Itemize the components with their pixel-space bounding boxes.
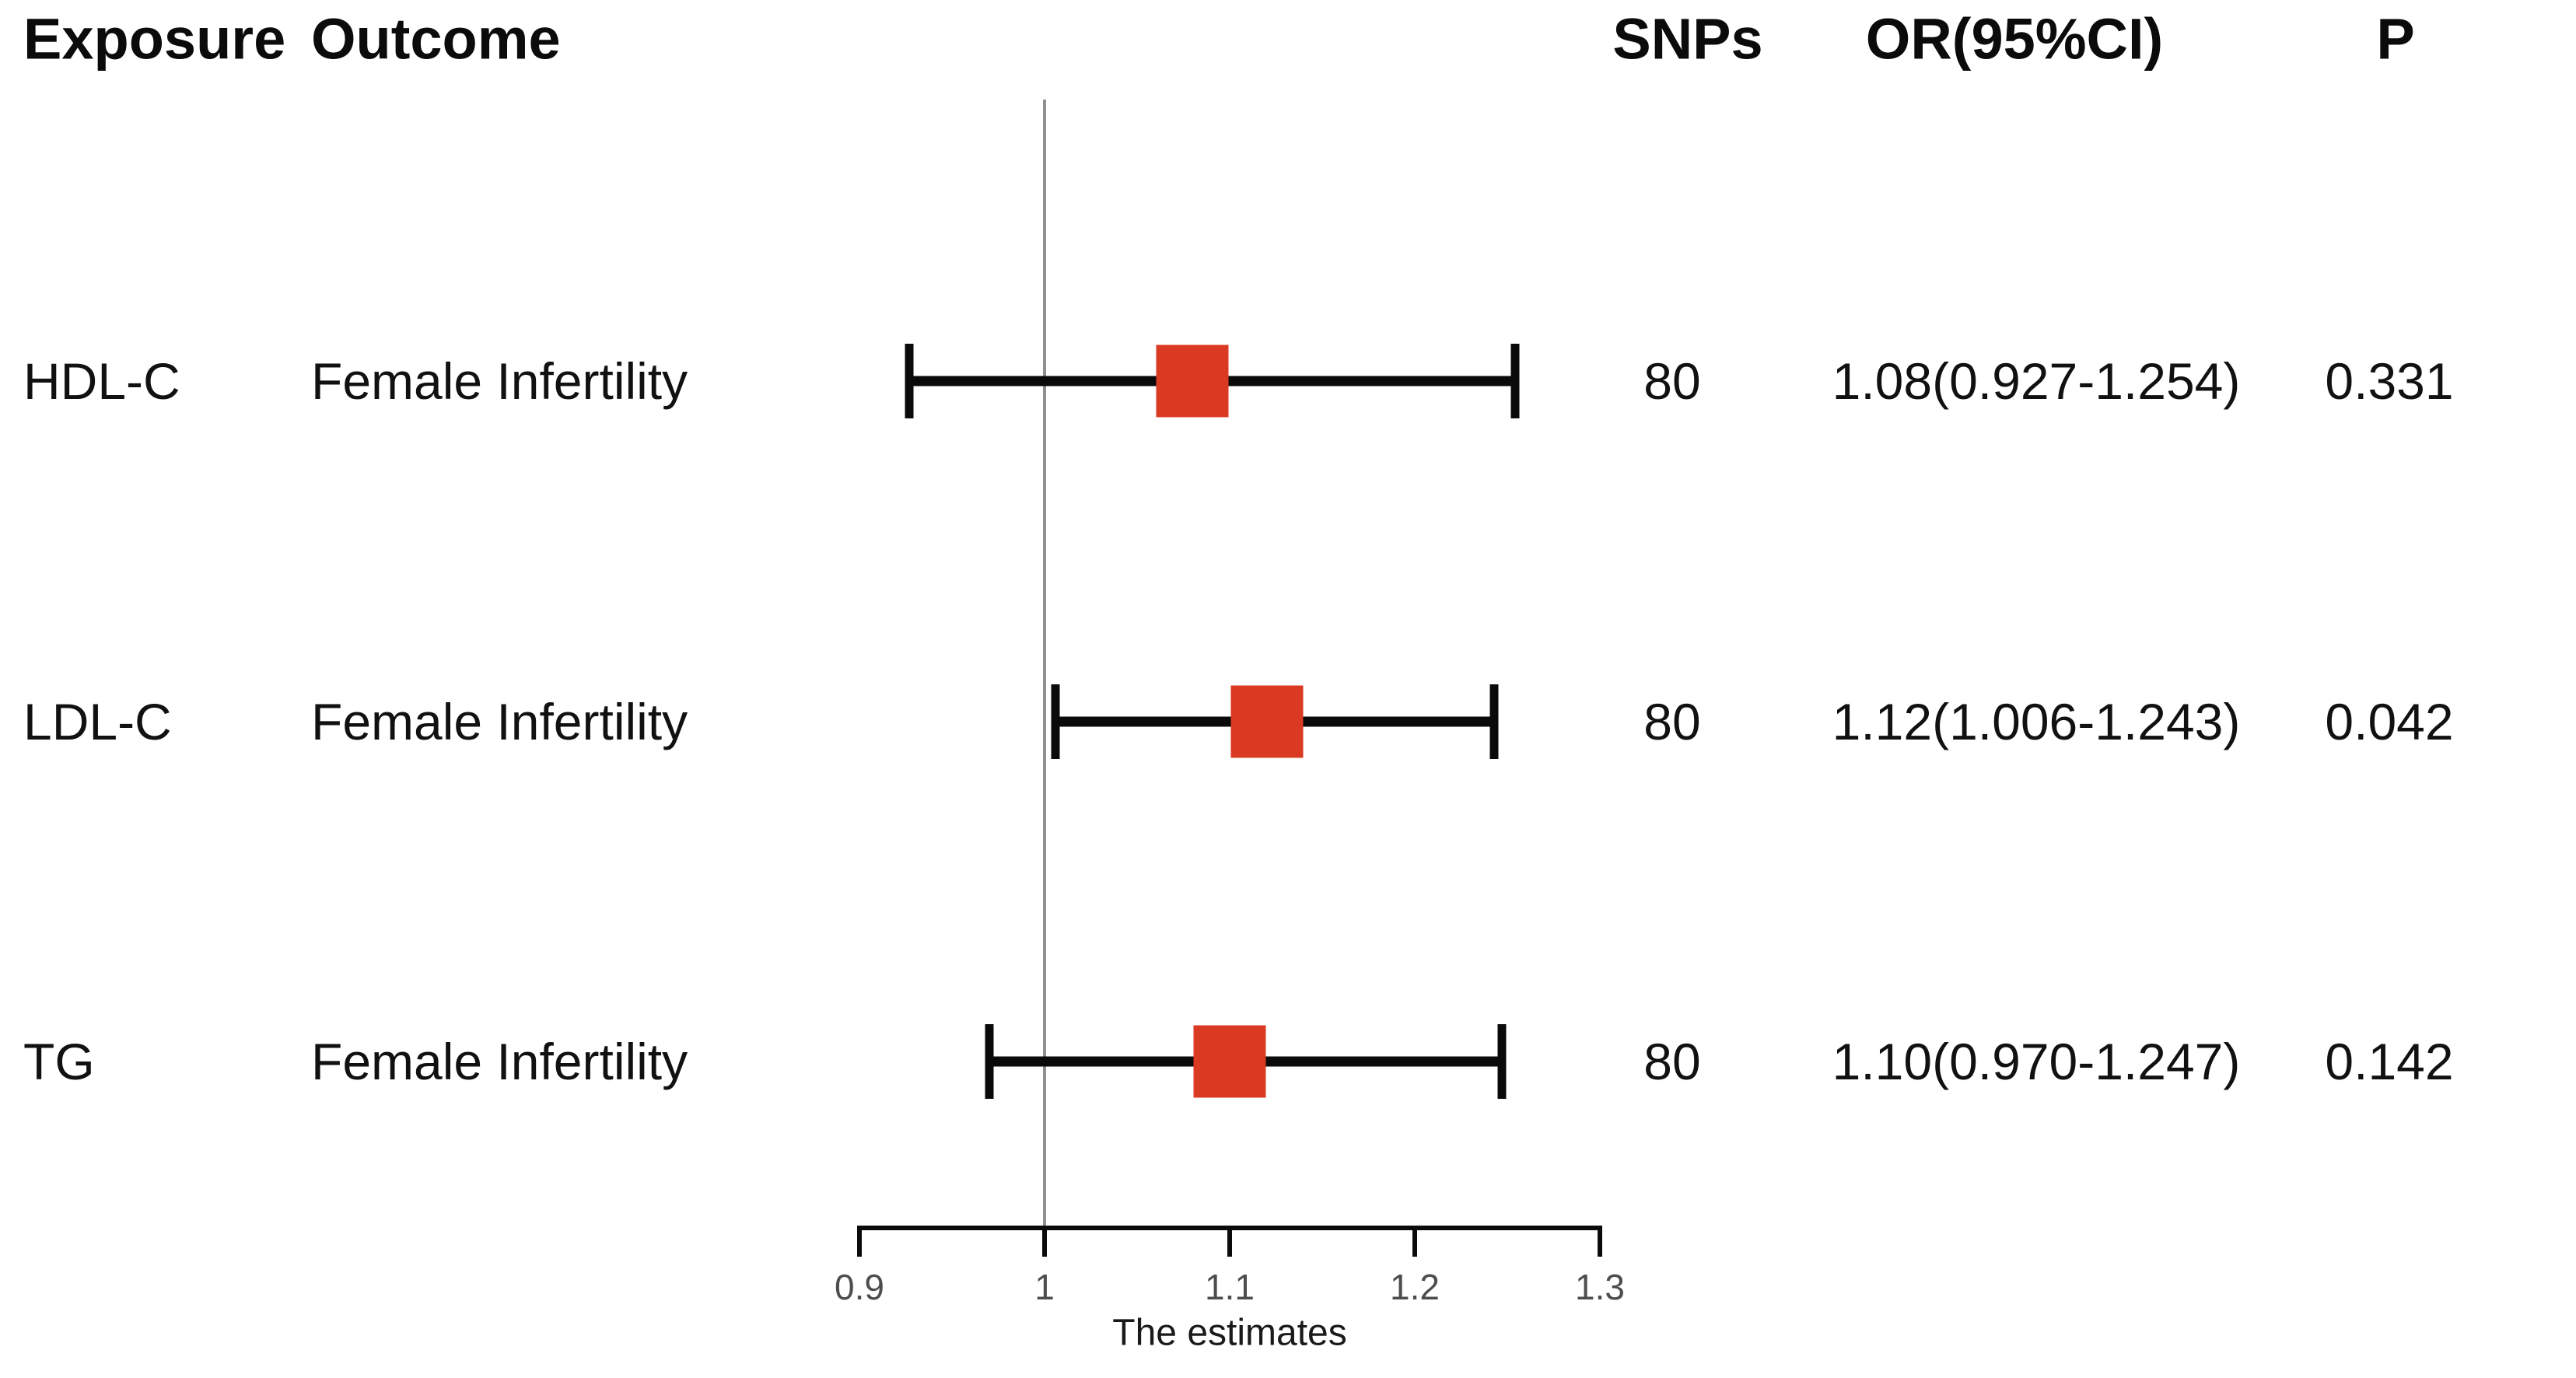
- ci-cap-right: [1497, 1024, 1507, 1099]
- x-axis-tick: [857, 1226, 862, 1257]
- column-header-exposure: Exposure: [23, 6, 286, 72]
- exposure-cell: HDL-C: [23, 352, 180, 410]
- snps-cell: 80: [1643, 352, 1701, 410]
- reference-line: [1043, 100, 1046, 1226]
- x-axis-tick: [1412, 1226, 1417, 1257]
- x-axis-tick-label: 0.9: [835, 1267, 884, 1307]
- x-axis-tick-label: 1.2: [1390, 1267, 1440, 1307]
- outcome-cell: Female Infertility: [311, 693, 688, 750]
- column-header-outcome: Outcome: [311, 6, 561, 72]
- outcome-cell: Female Infertility: [311, 1033, 688, 1090]
- or-point-marker: [1193, 1025, 1266, 1098]
- ci-cap-right: [1510, 344, 1520, 418]
- ci-cap-left: [1051, 684, 1060, 759]
- column-header-p: P: [2376, 6, 2415, 72]
- or-point-marker: [1156, 344, 1229, 418]
- snps-cell: 80: [1643, 693, 1701, 750]
- or-ci-cell: 1.12(1.006-1.243): [1832, 693, 2241, 750]
- x-axis-tick-label: 1.1: [1205, 1267, 1255, 1307]
- column-header-snps: SNPs: [1612, 6, 1763, 72]
- snps-cell: 80: [1643, 1033, 1701, 1090]
- x-axis-tick-label: 1: [1034, 1267, 1055, 1307]
- or-ci-cell: 1.10(0.970-1.247): [1832, 1033, 2241, 1090]
- x-axis-tick-label: 1.3: [1575, 1267, 1625, 1307]
- exposure-cell: LDL-C: [23, 693, 172, 750]
- or-ci-cell: 1.08(0.927-1.254): [1832, 352, 2241, 410]
- ci-cap-left: [985, 1024, 994, 1099]
- p-cell: 0.331: [2325, 352, 2454, 410]
- x-axis-tick: [1598, 1226, 1602, 1257]
- p-cell: 0.042: [2325, 693, 2454, 750]
- outcome-cell: Female Infertility: [311, 352, 688, 410]
- column-header-or-ci: OR(95%CI): [1865, 6, 2164, 72]
- exposure-cell: TG: [23, 1033, 95, 1090]
- ci-cap-left: [905, 344, 914, 418]
- x-axis-tick: [1227, 1226, 1232, 1257]
- ci-cap-right: [1489, 684, 1499, 759]
- p-cell: 0.142: [2325, 1033, 2454, 1090]
- x-axis-title: The estimates: [1112, 1312, 1347, 1354]
- or-point-marker: [1230, 685, 1304, 758]
- x-axis-tick: [1042, 1226, 1047, 1257]
